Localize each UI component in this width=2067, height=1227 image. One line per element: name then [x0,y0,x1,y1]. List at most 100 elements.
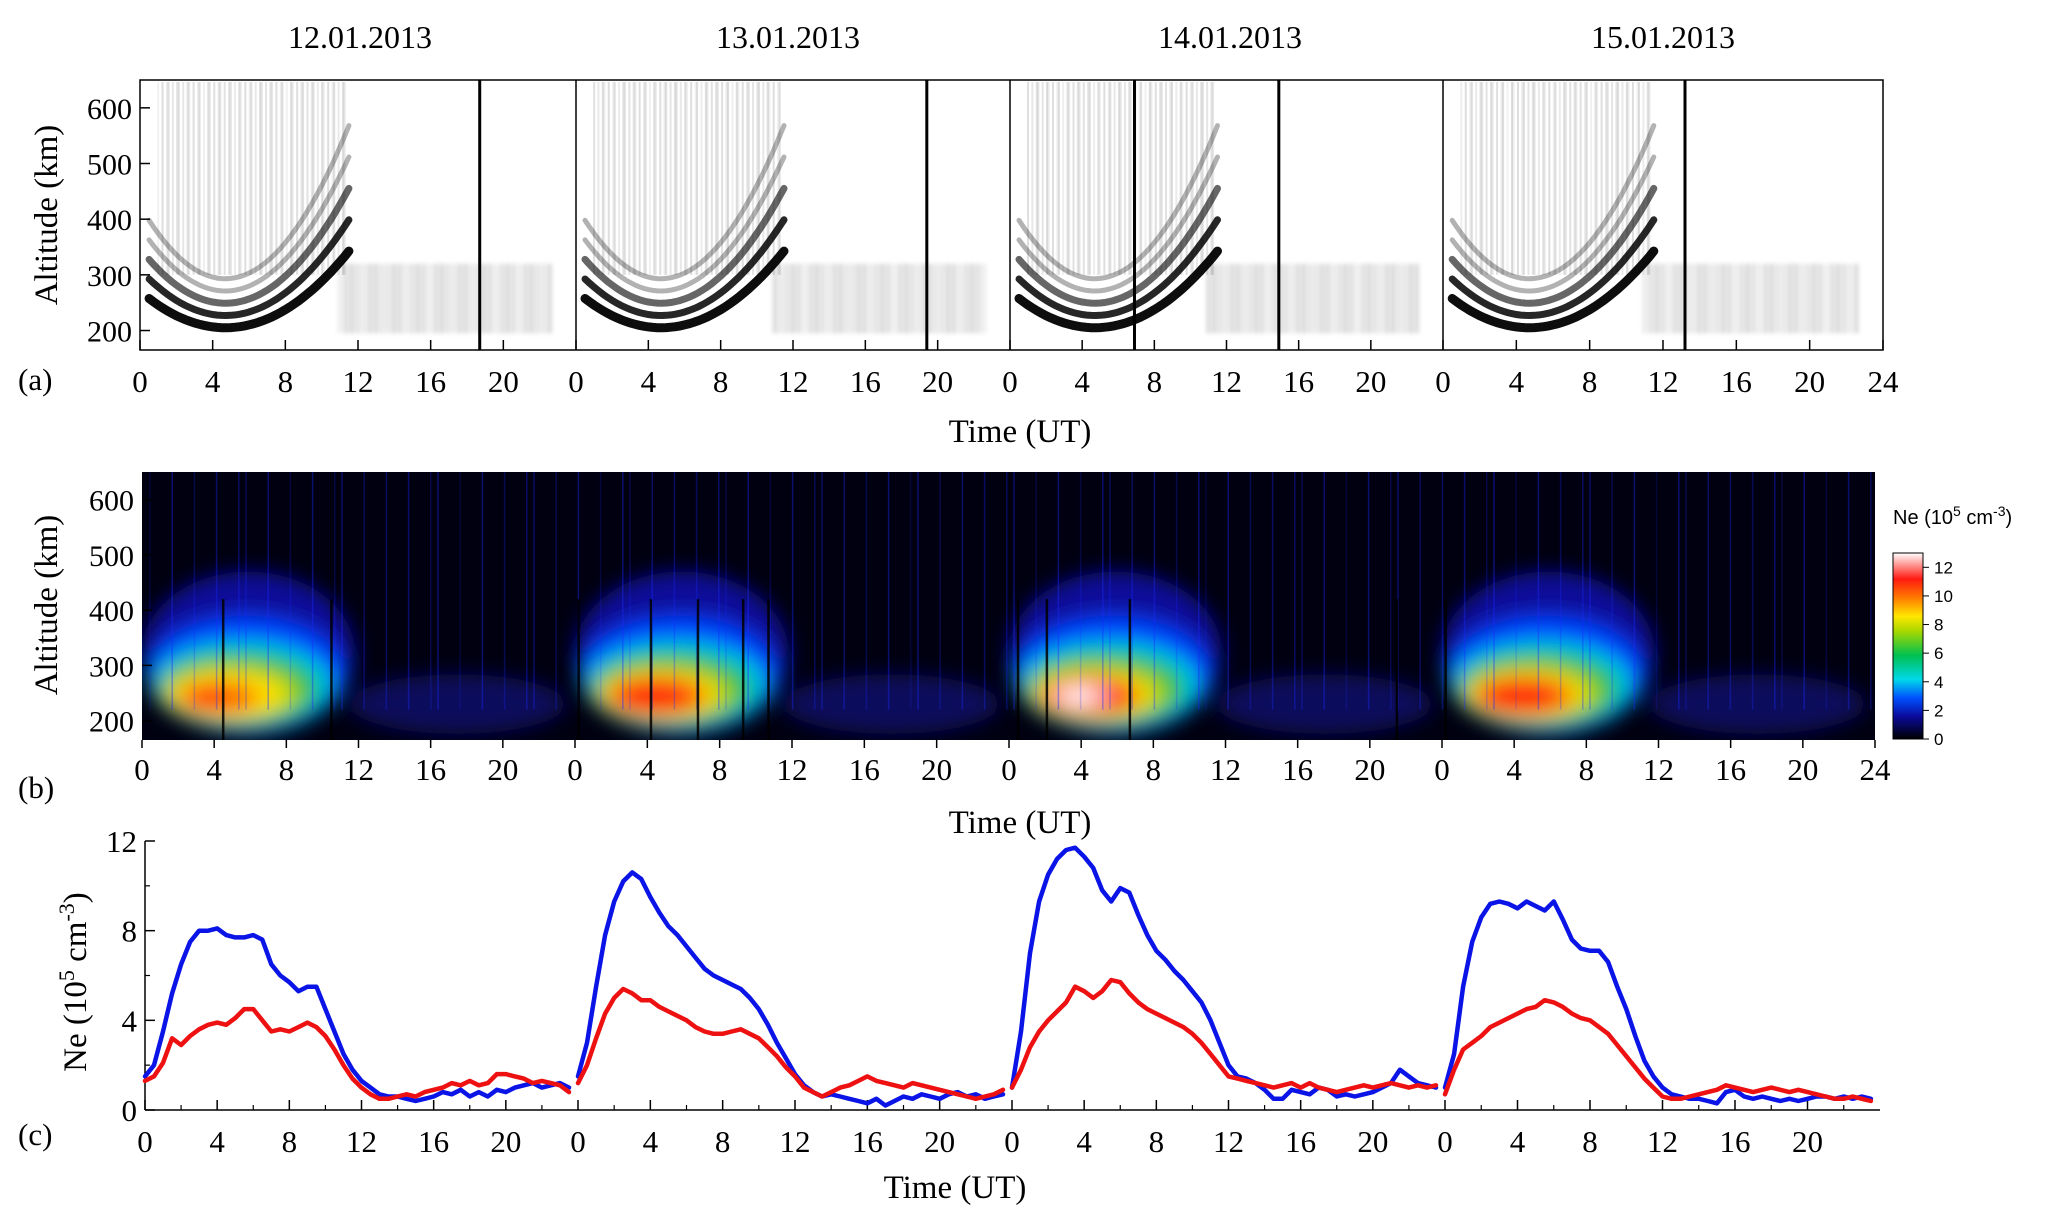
panel-a-echo-trace [1448,216,1658,320]
x-tick-label: 0 [137,1124,153,1159]
series-red-day-4 [1442,997,1874,1104]
panel-a-frame [139,79,1884,351]
x-tick-label: 8 [282,1124,298,1159]
y-tick-label: 200 [87,316,132,349]
x-tick-label: 20 [487,752,518,787]
x-tick-label: 0 [1435,364,1451,399]
x-tick-label: 20 [1787,752,1818,787]
panel-b-density-layer [613,680,695,711]
panel-a-echo-trace [145,184,353,307]
date-title-3: 14.01.2013 [1158,19,1302,55]
x-tick-label: 20 [1355,364,1386,399]
panel-b-label: (b) [18,770,54,805]
x-tick-label: 4 [206,752,222,787]
x-tick-label: 20 [1354,752,1385,787]
x-tick-label: 16 [415,752,446,787]
panel-b-colorbar: 0 2 4 6 8 10 12 Ne (105 cm-3) [1892,503,2012,749]
x-tick-label: 20 [922,364,953,399]
x-tick-label: 12 [1648,364,1679,399]
panel-a-day-3 [1014,82,1419,334]
x-tick-label: 12 [1647,1124,1678,1159]
panel-a-echo-trace [146,154,352,294]
y-tick-label: 500 [87,149,132,182]
x-tick-label: 12 [1643,752,1674,787]
panel-b-y-axis: 200 300 400 500 600 [89,485,152,739]
y-tick-label: 400 [87,204,132,237]
x-tick-label: 16 [1715,752,1746,787]
x-tick-label: 8 [278,364,294,399]
x-tick-label: 8 [715,1124,731,1159]
date-title-1: 12.01.2013 [288,19,432,55]
panel-b-night-layer [1649,674,1866,735]
colorbar-scale [1892,552,1924,740]
panel-a-echo-trace [146,123,352,282]
x-tick-label: 12 [1211,364,1242,399]
x-tick-label: 4 [1506,752,1522,787]
panel-b-ylabel: Altitude (km) [29,515,65,696]
x-tick-label: 8 [1582,1124,1598,1159]
panel-a-echo-trace [1448,184,1658,307]
x-tick-label: 24 [1860,752,1892,787]
panel-a-x-axis: 0 4 8 12 16 20 0 4 8 12 16 20 0 4 8 12 16 20 0 4 8 12 16 20 24 [132,340,1899,399]
panel-c-label: (c) [18,1117,52,1152]
x-tick-label: 20 [921,752,952,787]
x-tick-label: 4 [1073,752,1089,787]
x-tick-label: 16 [1283,364,1314,399]
colorbar-label: Ne (105 cm-3) [1893,503,2012,529]
x-tick-label: 8 [1582,364,1598,399]
x-tick-label: 16 [1720,1124,1751,1159]
x-tick-label: 12 [346,1124,377,1159]
panel-c-axes: 0 4 8 12 0 4 8 12 16 20 0 4 8 12 16 20 0 4 8 12 16 20 0 4 8 12 16 2… [106,824,1880,1159]
x-tick-label: 4 [205,364,221,399]
x-tick-label: 4 [1510,1124,1526,1159]
x-tick-label: 16 [1285,1124,1316,1159]
x-tick-label: 16 [849,752,880,787]
x-tick-label: 20 [1792,1124,1823,1159]
x-tick-label: 16 [1282,752,1313,787]
x-tick-label: 12 [778,364,809,399]
x-tick-label: 4 [640,752,656,787]
panel-b-density-layer [189,687,229,707]
panel-a-night-echo [1206,263,1419,334]
x-tick-label: 12 [780,1124,811,1159]
x-tick-label: 16 [418,1124,449,1159]
panel-a-echo-trace [1015,216,1221,320]
x-tick-label: 8 [1147,364,1163,399]
x-tick-label: 0 [1437,1124,1453,1159]
series-red-day-3 [1009,977,1439,1095]
x-tick-label: 0 [1001,752,1017,787]
x-tick-label: 12 [1210,752,1241,787]
panel-a-echo-trace [1447,246,1659,333]
panel-a-night-echo [337,263,552,334]
x-tick-label: 12 [777,752,808,787]
panel-a-xlabel: Time (UT) [949,414,1092,450]
panel-a-bands [144,123,354,333]
x-tick-label: 0 [134,752,150,787]
panel-a-label: (a) [18,362,52,397]
y-tick-label: 4 [122,1003,138,1038]
series-blue-day-4 [1442,899,1874,1106]
colorbar-ticks: 0 2 4 6 8 10 12 [1923,558,1953,749]
panel-a-echo-trace [144,246,354,333]
y-tick-label: 600 [87,93,132,126]
panel-b-night-layer [1216,674,1433,735]
date-title-2: 13.01.2013 [716,19,860,55]
x-tick-label: 8 [1146,752,1162,787]
x-tick-label: 4 [1074,364,1090,399]
panel-a-day-1 [144,82,552,334]
panel-c-ylabel: Ne (105 cm-3) [54,892,95,1072]
x-tick-label: 8 [279,752,295,787]
panel-a-echo-trace [145,216,353,320]
x-tick-label: 12 [343,364,374,399]
panel-a-echo-trace [1016,123,1220,282]
panel-a-bands [1447,123,1659,333]
y-tick-label: 300 [87,260,132,293]
panel-a-night-echo [1642,263,1859,334]
panel-a-echo-trace [580,246,789,333]
panel-a-echo-trace [581,184,788,307]
colorbar-tick-label: 0 [1934,730,1943,749]
panel-a-echo-trace [1449,154,1657,294]
panel-b-day-4 [1442,571,1866,735]
